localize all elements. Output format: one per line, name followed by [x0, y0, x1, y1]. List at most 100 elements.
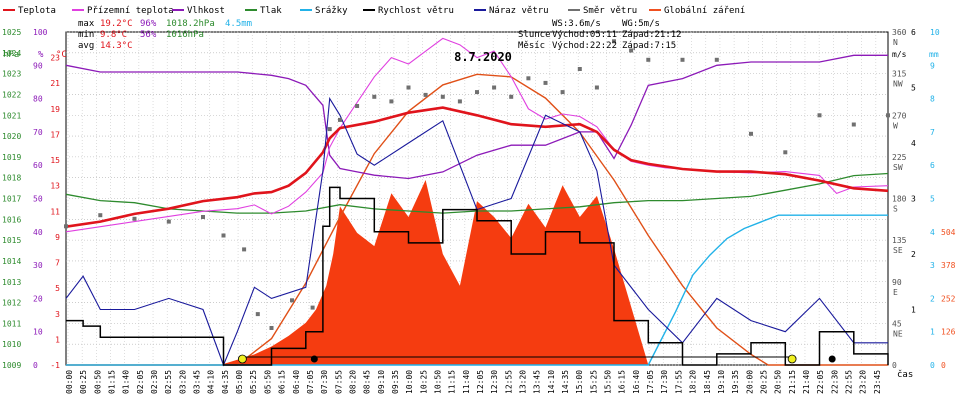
info-wg: WG:5m/s [622, 19, 660, 29]
tick-direction-compass: SE [893, 246, 903, 255]
tick-direction-compass: E [893, 288, 898, 297]
tick-direction: 270 [892, 111, 907, 120]
tick-hpa: 1012 [2, 299, 21, 308]
axis-label-hpa: hPa [3, 50, 19, 60]
tick-hpa: 1010 [2, 340, 21, 349]
wind-direction-point [255, 312, 260, 317]
tick-radiation: 252 [941, 294, 956, 303]
tick-direction-compass: S [893, 205, 898, 214]
tick-time: 09:35 [391, 370, 400, 394]
wind-direction-point [851, 122, 856, 127]
stats-temp: 19.2°C [100, 19, 133, 29]
tick-percent: 40 [33, 228, 43, 237]
wind-direction-point [98, 213, 103, 218]
info-sun-label: Slunce [518, 30, 551, 40]
wind-direction-point [440, 94, 445, 99]
tick-celsius: 17 [50, 131, 60, 140]
stats-pressure: 1018.2hPa [166, 19, 215, 29]
tick-time: 11:40 [462, 370, 471, 394]
tick-direction: 90 [892, 278, 902, 287]
tick-time: 00:00 [65, 370, 74, 394]
tick-rain: 5 [930, 195, 935, 204]
tick-percent: 30 [33, 261, 43, 270]
wind-direction-point [242, 247, 247, 252]
tick-time: 03:20 [178, 370, 187, 394]
tick-time: 20:25 [759, 370, 768, 394]
wind-direction-point [372, 94, 377, 99]
tick-rain: 3 [930, 261, 935, 270]
stats-temp: 9.8°C [100, 30, 127, 40]
tick-wind-speed: 4 [911, 139, 916, 148]
legend-item: Teplota [18, 6, 56, 16]
tick-rain: 8 [930, 95, 935, 104]
rain-line [66, 214, 888, 366]
tick-time: 07:30 [320, 370, 329, 394]
tick-time: 09:10 [377, 370, 386, 394]
tick-time: 13:45 [533, 370, 542, 394]
tick-hpa: 1017 [2, 195, 21, 204]
wind-direction-point [629, 48, 634, 53]
wind-direction-point [492, 85, 497, 90]
tick-direction: 225 [892, 153, 907, 162]
tick-time: 19:35 [731, 370, 740, 394]
legend-item: Přízemní teplota [87, 6, 174, 16]
humidity-line [65, 54, 888, 180]
tick-time: 06:15 [278, 370, 287, 394]
wind-direction-point [612, 39, 616, 44]
wind-direction-point [64, 224, 68, 229]
stats-humidity: 56% [140, 30, 157, 40]
tick-time: 16:40 [632, 370, 641, 394]
stats-rain: 4.5mm [225, 19, 252, 29]
wind-direction-point [509, 94, 514, 99]
wind-direction-point [338, 117, 342, 122]
wind-speed-line [66, 186, 889, 366]
moonrise-icon [828, 355, 836, 363]
legend-item: Rychlost větru [378, 6, 454, 16]
tick-rain: 2 [930, 294, 935, 303]
stats-pressure: 1016hPa [166, 30, 204, 40]
tick-time: 17:05 [646, 370, 655, 394]
tick-direction: 360 [892, 28, 907, 37]
axis-label-mm: mm [929, 50, 939, 59]
legend-item: Globální záření [664, 6, 745, 16]
tick-rain: 0 [930, 361, 935, 370]
tick-direction-compass: SW [893, 163, 903, 172]
tick-direction: 180 [892, 195, 907, 204]
radiation-area [66, 180, 888, 365]
tick-hpa: 1024 [2, 49, 21, 58]
wind-direction-point [327, 127, 332, 132]
wind-direction-point [783, 150, 788, 155]
wind-gust-line [65, 96, 888, 367]
wind-direction-point [577, 67, 582, 71]
legend-item: Vlhkost [187, 6, 225, 16]
tick-celsius: 21 [50, 79, 60, 88]
wind-direction-point [817, 113, 822, 118]
tick-celsius: 23 [50, 54, 60, 63]
tick-wind-speed: 5 [911, 84, 916, 93]
tick-time: 10:00 [405, 370, 414, 394]
tick-hpa: 1014 [2, 257, 21, 266]
axis-label-ms: m/s [892, 50, 907, 59]
tick-hpa: 1023 [2, 70, 21, 79]
tick-time: 15:25 [589, 370, 598, 394]
tick-time: 17:55 [674, 370, 683, 394]
stats-temp: 14.3°C [100, 41, 133, 51]
tick-hpa: 1022 [2, 90, 21, 99]
tick-percent: 80 [33, 95, 43, 104]
tick-celsius: 7 [55, 259, 60, 268]
stats-label: min [78, 30, 94, 40]
info-moon-label: Měsíc [518, 41, 545, 51]
tick-time: 21:15 [788, 370, 797, 394]
wind-direction-point [406, 85, 411, 90]
tick-rain: 7 [930, 128, 935, 137]
tick-time: 05:00 [235, 370, 244, 394]
tick-hpa: 1016 [2, 215, 21, 224]
legend-item: Směr větru [583, 6, 637, 16]
tick-percent: 90 [33, 61, 43, 70]
axis-label-celsius: °C [56, 50, 67, 60]
tick-radiation: 504 [941, 228, 956, 237]
chart-title: 8.7.2020 [454, 50, 512, 64]
info-moonset: Západ:7:15 [622, 41, 676, 51]
axis-label-time: čas [897, 369, 913, 380]
